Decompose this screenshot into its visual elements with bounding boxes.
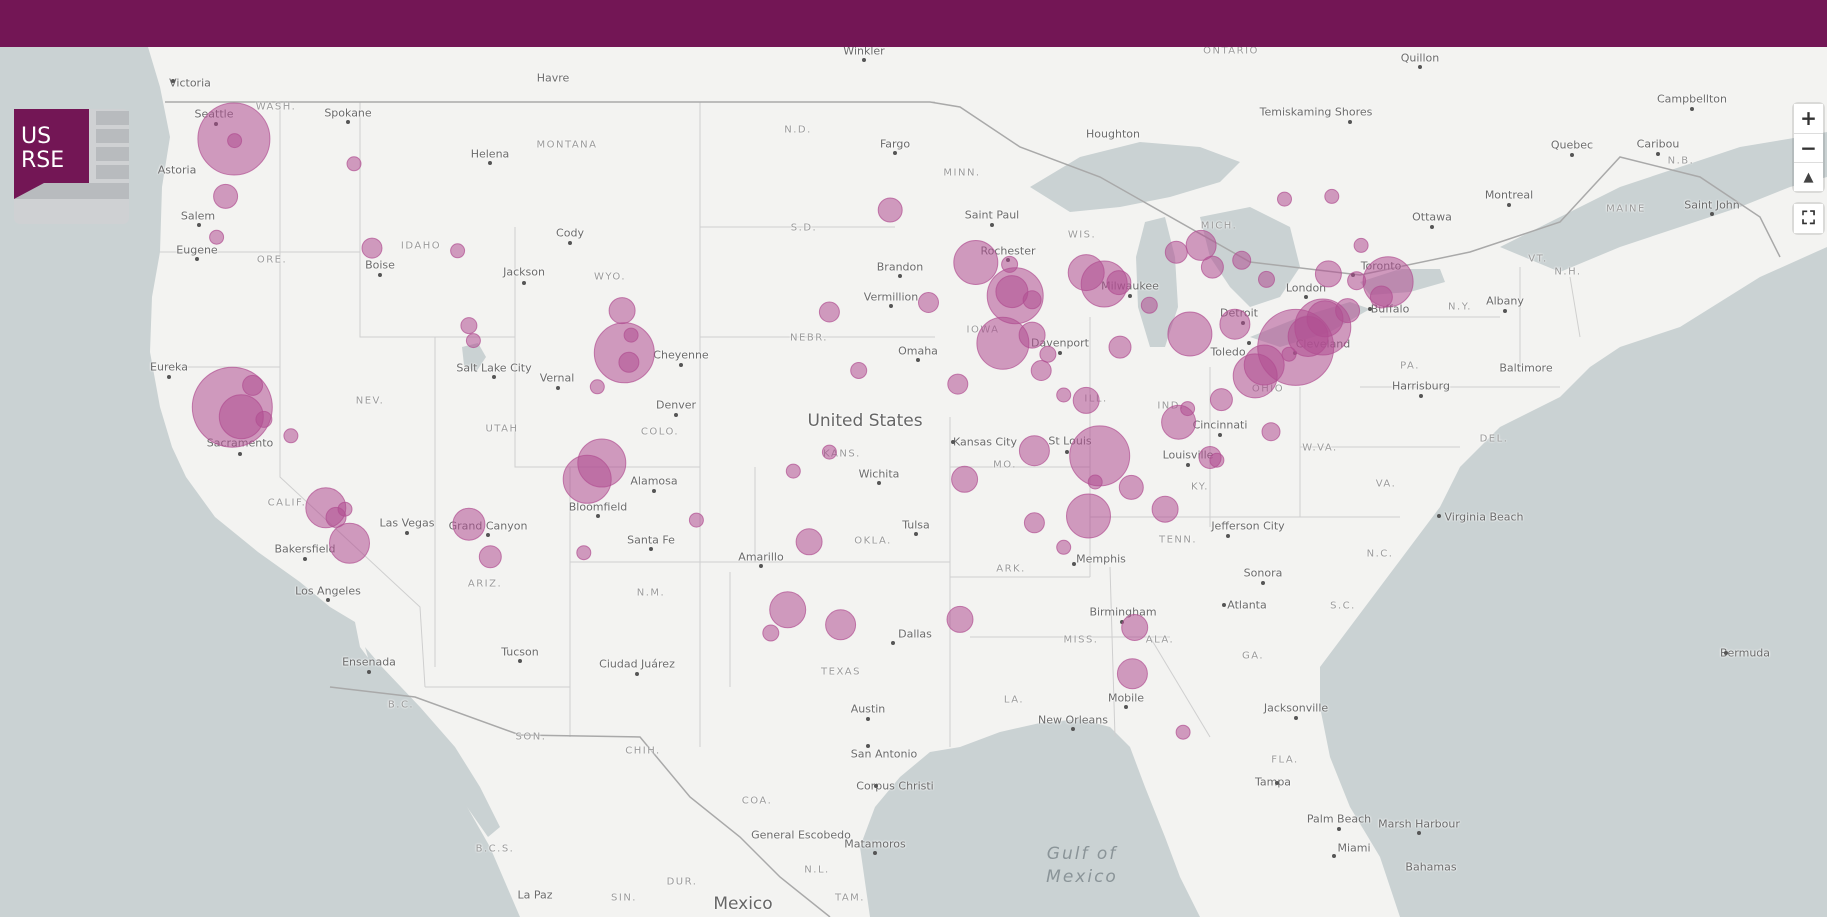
fullscreen-button[interactable]: ⛶ bbox=[1794, 204, 1823, 233]
institution-marker[interactable] bbox=[337, 501, 353, 517]
institution-marker[interactable] bbox=[818, 301, 840, 323]
institution-marker[interactable] bbox=[452, 507, 486, 541]
institution-marker[interactable] bbox=[1175, 724, 1191, 740]
institution-marker[interactable] bbox=[795, 528, 823, 556]
institution-marker[interactable] bbox=[825, 609, 857, 641]
zoom-in-button[interactable]: + bbox=[1794, 104, 1823, 133]
institution-marker[interactable] bbox=[1066, 493, 1111, 539]
institution-marker[interactable] bbox=[1369, 285, 1393, 309]
institution-marker[interactable] bbox=[593, 322, 655, 384]
header-bar bbox=[0, 0, 1827, 47]
institution-marker[interactable] bbox=[918, 292, 939, 313]
institution-marker[interactable] bbox=[976, 316, 1030, 370]
institution-marker[interactable] bbox=[608, 297, 636, 325]
lake-superior bbox=[1030, 142, 1240, 212]
zoom-control: + − ▲ bbox=[1794, 104, 1823, 191]
institution-marker[interactable] bbox=[951, 465, 979, 493]
great-salt-lake bbox=[462, 343, 486, 372]
institution-marker[interactable] bbox=[1167, 311, 1213, 357]
institution-marker[interactable] bbox=[209, 229, 225, 245]
institution-marker[interactable] bbox=[1039, 345, 1057, 363]
institution-marker[interactable] bbox=[1200, 255, 1224, 279]
institution-marker[interactable] bbox=[850, 362, 868, 379]
institution-marker[interactable] bbox=[283, 428, 299, 444]
institution-marker[interactable] bbox=[1209, 388, 1233, 412]
institution-marker[interactable] bbox=[213, 183, 239, 209]
institution-marker[interactable] bbox=[465, 333, 481, 349]
institution-marker[interactable] bbox=[1314, 260, 1342, 288]
institution-marker[interactable] bbox=[1335, 298, 1361, 324]
institution-marker[interactable] bbox=[1209, 452, 1225, 468]
institution-marker[interactable] bbox=[329, 522, 370, 564]
institution-marker[interactable] bbox=[562, 454, 612, 504]
us-mexico-border bbox=[329, 686, 831, 917]
svg-text:US: US bbox=[21, 124, 51, 149]
institution-marker[interactable] bbox=[1030, 360, 1052, 381]
institution-marker[interactable] bbox=[1056, 539, 1072, 555]
institution-marker[interactable] bbox=[1140, 296, 1158, 314]
atlantic-ocean bbox=[1320, 247, 1827, 917]
institution-marker[interactable] bbox=[255, 410, 273, 428]
institution-marker[interactable] bbox=[769, 591, 807, 629]
institution-marker[interactable] bbox=[688, 512, 704, 528]
institution-marker[interactable] bbox=[1180, 401, 1196, 417]
institution-marker[interactable] bbox=[1347, 271, 1367, 291]
institution-marker[interactable] bbox=[947, 373, 969, 395]
institution-marker[interactable] bbox=[1018, 321, 1046, 349]
institution-marker[interactable] bbox=[1324, 188, 1340, 204]
institution-marker[interactable] bbox=[1106, 270, 1132, 296]
zoom-out-button[interactable]: − bbox=[1794, 133, 1823, 162]
institution-marker[interactable] bbox=[1023, 512, 1045, 534]
institution-marker[interactable] bbox=[227, 133, 243, 149]
compass-button[interactable]: ▲ bbox=[1794, 162, 1823, 191]
institution-marker[interactable] bbox=[1018, 435, 1050, 467]
fullscreen-control: ⛶ bbox=[1794, 204, 1823, 233]
institution-marker[interactable] bbox=[953, 240, 999, 285]
institution-marker[interactable] bbox=[589, 379, 605, 395]
institution-marker[interactable] bbox=[1185, 229, 1217, 261]
institution-marker[interactable] bbox=[242, 374, 264, 396]
institution-marker[interactable] bbox=[1067, 254, 1105, 292]
institution-marker[interactable] bbox=[450, 243, 466, 259]
institution-marker[interactable] bbox=[1164, 240, 1188, 264]
gulf-of-mexico bbox=[860, 719, 1200, 917]
institution-marker[interactable] bbox=[1022, 290, 1042, 310]
institution-marker[interactable] bbox=[346, 156, 362, 172]
institution-marker[interactable] bbox=[762, 624, 780, 642]
institution-marker[interactable] bbox=[460, 317, 478, 335]
institution-marker[interactable] bbox=[1116, 658, 1148, 690]
institution-marker[interactable] bbox=[1118, 474, 1144, 500]
institution-marker[interactable] bbox=[361, 237, 383, 259]
institution-marker[interactable] bbox=[1151, 495, 1179, 523]
institution-marker[interactable] bbox=[946, 605, 974, 633]
st-lawrence bbox=[1500, 132, 1827, 272]
institution-marker[interactable] bbox=[1353, 237, 1369, 253]
institution-marker[interactable] bbox=[1258, 270, 1275, 288]
institution-marker[interactable] bbox=[1087, 474, 1103, 490]
institution-marker[interactable] bbox=[1056, 387, 1072, 403]
institution-marker[interactable] bbox=[821, 444, 837, 460]
svg-text:RSE: RSE bbox=[21, 148, 64, 173]
institution-marker[interactable] bbox=[785, 463, 801, 479]
institution-marker[interactable] bbox=[1277, 191, 1292, 207]
institution-marker[interactable] bbox=[1261, 422, 1281, 442]
institution-marker[interactable] bbox=[618, 351, 640, 373]
institution-marker[interactable] bbox=[1121, 614, 1149, 641]
us-rse-logo: US RSE bbox=[14, 109, 129, 224]
institution-marker[interactable] bbox=[478, 545, 502, 569]
institution-marker[interactable] bbox=[1232, 250, 1252, 270]
institution-marker[interactable] bbox=[623, 327, 639, 343]
institution-marker[interactable] bbox=[1219, 308, 1251, 340]
institution-marker[interactable] bbox=[1072, 386, 1100, 414]
map-canvas[interactable]: United States Mexico Gulf of Mexico WASH… bbox=[0, 47, 1827, 917]
institution-marker[interactable] bbox=[877, 197, 903, 223]
institution-marker[interactable] bbox=[576, 545, 592, 561]
institution-markers[interactable] bbox=[0, 47, 1827, 917]
institution-marker[interactable] bbox=[1108, 335, 1132, 359]
